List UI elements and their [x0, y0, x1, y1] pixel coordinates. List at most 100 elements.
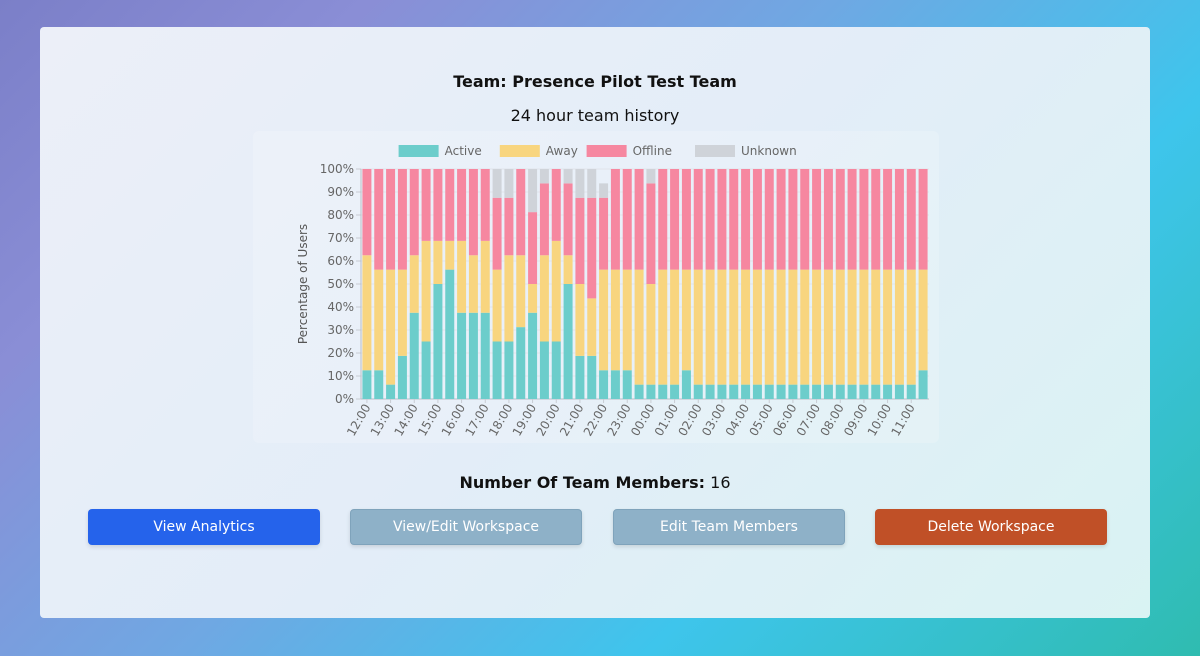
bar-away	[658, 269, 668, 385]
bar-active	[883, 384, 893, 399]
y-tick-label: 10%	[327, 369, 354, 383]
bar-offline	[646, 183, 656, 284]
bar-offline	[468, 169, 478, 256]
bar-offline	[705, 169, 715, 270]
x-tick-label: 11:00	[888, 402, 917, 439]
legend-swatch-offline	[586, 145, 627, 157]
bar-offline	[670, 169, 680, 270]
bar-unknown	[646, 169, 656, 184]
bar-offline	[847, 169, 857, 270]
bar-offline	[871, 169, 881, 270]
bar-away	[468, 255, 478, 313]
y-tick-label: 40%	[327, 300, 354, 314]
bar-offline	[776, 169, 786, 270]
y-axis-label: Percentage of Users	[296, 224, 310, 344]
bar-away	[812, 269, 822, 385]
bar-away	[409, 255, 419, 313]
legend-label-offline: Offline	[633, 144, 672, 158]
bar-offline	[883, 169, 893, 270]
bar-away	[587, 298, 597, 356]
bar-offline	[433, 169, 443, 241]
bar-offline	[823, 169, 833, 270]
bar-away	[752, 269, 762, 385]
bar-offline	[693, 169, 703, 270]
team-history-chart: 0% 10% 20% 30% 40% 50% 60% 70% 80% 90% 100% Percent…	[253, 131, 939, 443]
delete-workspace-button[interactable]: Delete Workspace	[875, 509, 1107, 545]
bar-active	[386, 384, 396, 399]
bar-offline	[906, 169, 916, 270]
bar-offline	[634, 169, 644, 270]
bar-away	[918, 269, 928, 371]
bar-active	[776, 384, 786, 399]
bar-active	[457, 312, 467, 399]
bar-offline	[397, 169, 407, 270]
bar-active	[504, 341, 514, 399]
bar-away	[445, 240, 455, 270]
bar-away	[386, 269, 396, 385]
bar-away	[362, 255, 372, 371]
bar-away	[764, 269, 774, 385]
bar-away	[705, 269, 715, 385]
edit-team-members-button[interactable]: Edit Team Members	[613, 509, 845, 545]
bar-active	[362, 370, 372, 399]
bar-active	[575, 355, 585, 399]
bar-active	[528, 312, 538, 399]
bar-active	[847, 384, 857, 399]
bar-active	[658, 384, 668, 399]
bar-offline	[551, 169, 561, 241]
bar-away	[717, 269, 727, 385]
bar-active	[823, 384, 833, 399]
bar-unknown	[492, 169, 502, 198]
bar-away	[421, 240, 431, 342]
y-tick-label: 0%	[335, 392, 354, 406]
bar-unknown	[539, 169, 549, 184]
y-tick-label: 30%	[327, 323, 354, 337]
bar-unknown	[563, 169, 573, 184]
bar-offline	[800, 169, 810, 270]
bar-away	[646, 284, 656, 385]
bar-active	[693, 384, 703, 399]
bar-active	[871, 384, 881, 399]
bar-active	[539, 341, 549, 399]
bar-away	[788, 269, 798, 385]
bar-active	[906, 384, 916, 399]
legend-swatch-active	[398, 145, 439, 157]
bar-away	[539, 255, 549, 342]
y-tick-label: 50%	[327, 277, 354, 291]
bar-offline	[717, 169, 727, 270]
legend-label-away: Away	[546, 144, 578, 158]
y-tick-label: 90%	[327, 185, 354, 199]
legend-swatch-unknown	[695, 145, 735, 157]
bar-active	[587, 355, 597, 399]
bar-active	[681, 370, 691, 399]
bar-offline	[658, 169, 668, 270]
bar-away	[528, 284, 538, 313]
bar-away	[883, 269, 893, 385]
bar-away	[397, 269, 407, 356]
bar-active	[610, 370, 620, 399]
view-edit-workspace-button[interactable]: View/Edit Workspace	[350, 509, 582, 545]
bar-active	[646, 384, 656, 399]
bar-active	[717, 384, 727, 399]
bar-active	[634, 384, 644, 399]
bar-away	[374, 269, 384, 371]
bar-active	[812, 384, 822, 399]
members-value: 16	[710, 473, 731, 492]
bar-away	[457, 240, 467, 313]
bar-active	[445, 269, 455, 399]
bar-active	[563, 284, 573, 399]
bar-offline	[480, 169, 490, 241]
bar-offline	[835, 169, 845, 270]
bar-away	[847, 269, 857, 385]
bar-unknown	[504, 169, 514, 198]
bar-offline	[457, 169, 467, 241]
bar-active	[480, 312, 490, 399]
bar-away	[634, 269, 644, 385]
y-tick-label: 60%	[327, 254, 354, 268]
bar-active	[421, 341, 431, 399]
bar-active	[800, 384, 810, 399]
bar-away	[823, 269, 833, 385]
view-analytics-button[interactable]: View Analytics	[88, 509, 320, 545]
bar-offline	[409, 169, 419, 256]
bar-active	[835, 384, 845, 399]
